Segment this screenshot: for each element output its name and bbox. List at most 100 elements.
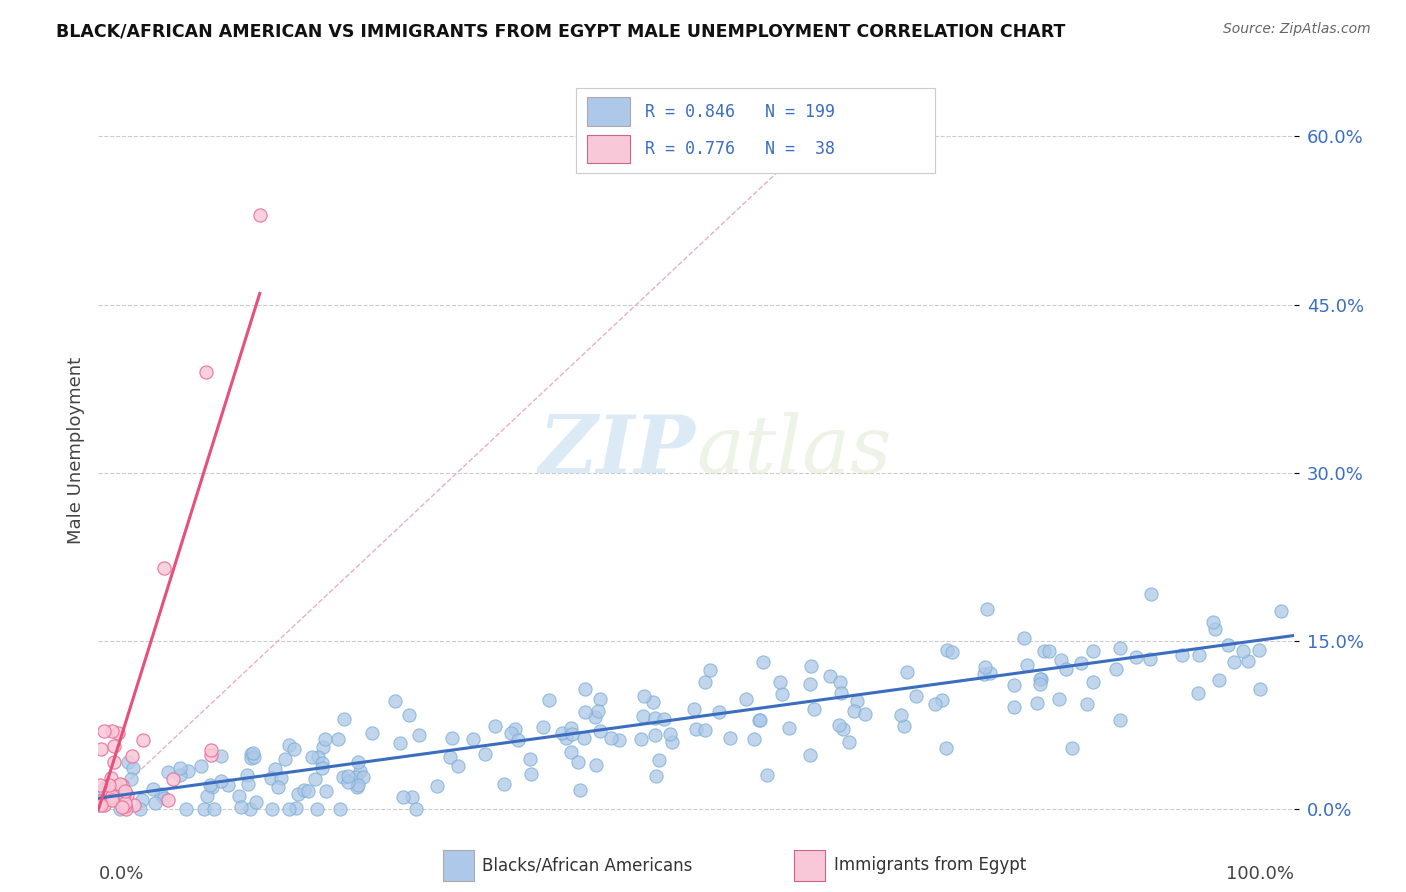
Point (492, 776, 515, 790)
Point (307, 750, 329, 764)
Point (1202, 615, 1225, 629)
Point (401, 790, 423, 805)
Point (538, 692, 561, 706)
Point (408, 728, 430, 742)
Point (301, 750, 323, 764)
Point (1187, 686, 1209, 700)
Point (589, 692, 612, 706)
Point (1171, 648, 1194, 662)
Point (973, 667, 995, 681)
Point (273, 752, 295, 766)
Point (352, 770, 374, 784)
Point (799, 747, 821, 762)
Point (267, 780, 290, 794)
Point (114, 784, 136, 798)
Point (1029, 672, 1052, 686)
Point (153, 791, 176, 805)
Point (644, 711, 666, 725)
Point (1012, 632, 1035, 646)
Point (838, 735, 860, 749)
Point (1223, 655, 1246, 669)
Point (936, 642, 959, 657)
Point (501, 726, 523, 740)
Point (142, 781, 165, 796)
Point (658, 727, 681, 741)
Point (828, 718, 851, 732)
Point (104, 779, 127, 793)
Point (699, 663, 721, 677)
Point (169, 761, 191, 775)
Point (389, 736, 412, 750)
Point (648, 753, 671, 767)
Point (231, 799, 253, 814)
Point (818, 668, 841, 682)
Point (1208, 673, 1230, 688)
Point (1104, 661, 1126, 675)
Point (896, 665, 918, 680)
Point (200, 779, 222, 793)
Point (236, 768, 259, 782)
Point (328, 731, 350, 746)
Point (890, 708, 912, 723)
Point (190, 758, 212, 772)
Point (1033, 644, 1056, 658)
Point (630, 732, 652, 747)
Point (264, 762, 287, 776)
Point (117, 755, 139, 769)
Point (114, 802, 136, 816)
Point (503, 722, 526, 736)
Point (633, 709, 655, 723)
Point (329, 802, 352, 816)
Point (778, 721, 800, 735)
Point (311, 761, 333, 775)
Point (1081, 644, 1104, 658)
Point (555, 731, 578, 746)
Point (346, 780, 368, 794)
Point (156, 792, 179, 806)
Point (979, 665, 1001, 680)
Point (405, 802, 427, 816)
Point (1270, 604, 1292, 618)
Point (748, 714, 770, 728)
Point (1002, 678, 1025, 692)
Point (845, 694, 868, 708)
Point (941, 645, 963, 659)
Point (107, 725, 129, 739)
Point (560, 745, 582, 759)
Point (236, 777, 259, 791)
Point (93, 798, 115, 813)
Point (103, 755, 125, 769)
Point (108, 802, 131, 816)
Point (569, 783, 592, 797)
Point (361, 725, 384, 739)
Point (1081, 675, 1104, 690)
Point (832, 722, 855, 736)
Point (174, 802, 197, 816)
Point (1232, 644, 1254, 658)
Point (935, 741, 957, 756)
Point (162, 772, 184, 786)
Text: BLACK/AFRICAN AMERICAN VS IMMIGRANTS FROM EGYPT MALE UNEMPLOYMENT CORRELATION CH: BLACK/AFRICAN AMERICAN VS IMMIGRANTS FRO… (56, 22, 1066, 40)
Point (98, 785, 121, 799)
Point (128, 802, 150, 816)
Point (100, 771, 122, 785)
Point (585, 758, 607, 772)
Point (439, 749, 461, 764)
Point (756, 767, 779, 781)
Point (111, 800, 134, 814)
Point (1047, 692, 1070, 706)
Point (735, 692, 758, 706)
Point (311, 756, 333, 771)
Point (242, 746, 264, 760)
Point (931, 692, 953, 706)
Point (588, 704, 610, 718)
Point (209, 774, 232, 789)
Point (228, 789, 250, 803)
Point (484, 719, 506, 733)
Point (211, 748, 233, 763)
Point (853, 707, 876, 722)
Point (346, 778, 368, 792)
Point (87, 793, 110, 807)
Point (752, 655, 775, 669)
Point (121, 761, 143, 775)
